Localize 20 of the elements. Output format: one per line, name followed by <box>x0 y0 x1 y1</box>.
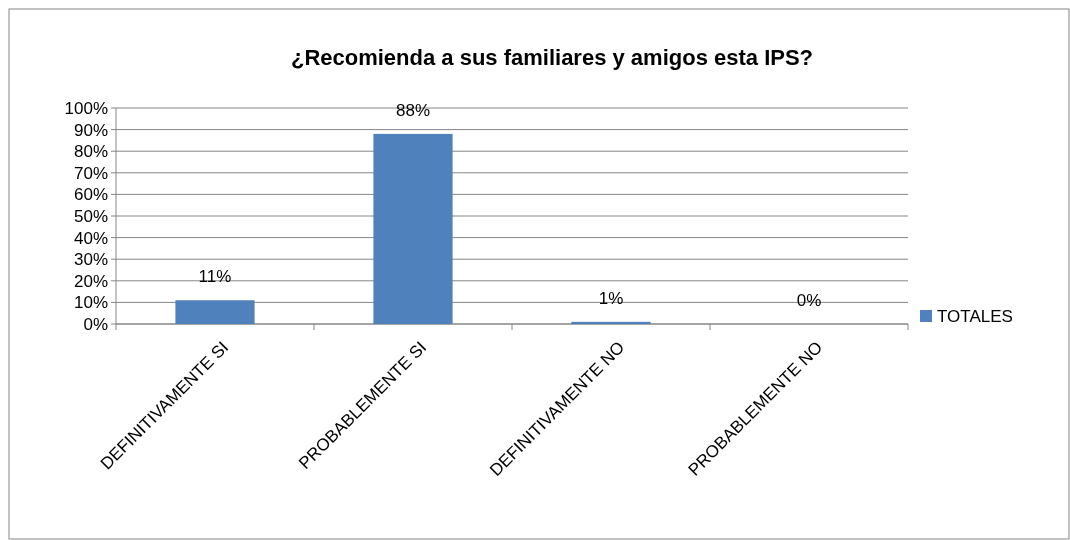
y-tick-label: 40% <box>73 228 108 248</box>
data-label: 11% <box>198 267 232 287</box>
y-tick-label: 90% <box>73 120 108 140</box>
y-tick-label: 70% <box>73 163 108 183</box>
y-tick-label: 80% <box>73 142 108 162</box>
bar <box>373 133 453 324</box>
data-label: 88% <box>395 100 431 120</box>
chart-title: ¿Recomienda a sus familiares y amigos esta IPS? <box>290 45 814 70</box>
legend-label: TOTALES <box>937 306 1013 326</box>
y-tick-label: 100% <box>64 98 108 118</box>
data-label: 1% <box>598 288 624 308</box>
data-label: 0% <box>796 291 822 310</box>
bar <box>175 300 255 324</box>
y-tick-label: 60% <box>73 185 108 205</box>
y-tick-label: 20% <box>73 271 108 291</box>
y-tick-label: 10% <box>73 293 108 313</box>
y-tick-label: 0% <box>83 314 108 334</box>
y-tick-label: 50% <box>73 206 108 226</box>
bar <box>571 321 651 324</box>
y-tick-label: 30% <box>73 250 108 270</box>
